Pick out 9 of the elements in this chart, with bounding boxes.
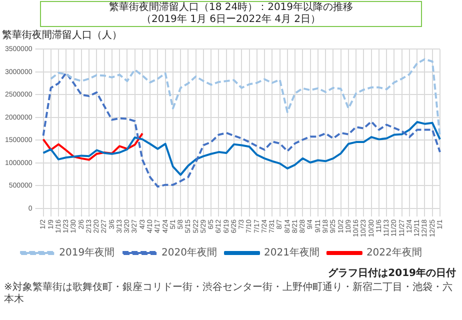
text: ※対象繁華街は歌舞伎町・銀座コリドー街・渋谷センター街・上野仲町通り・新宿二丁目・池袋・六本木 [4,282,454,306]
legend-label: 2022年夜間 [366,246,422,259]
chart-subtitle: （2019年 1月 6日ー2022年 4月 2日） [140,14,322,26]
text: グラフ日付は2019年の日付 [328,268,456,280]
legend-label: 2021年夜間 [264,246,320,259]
y-axis-title: 繁華街夜間滞留人口（人） [2,30,122,41]
legend-label: 2020年夜間 [162,246,218,259]
chart-title: 繁華街夜間滞留人口（18 24時）：2019年以降の推移 [108,2,354,14]
legend-label: 2019年夜間 [59,246,115,259]
